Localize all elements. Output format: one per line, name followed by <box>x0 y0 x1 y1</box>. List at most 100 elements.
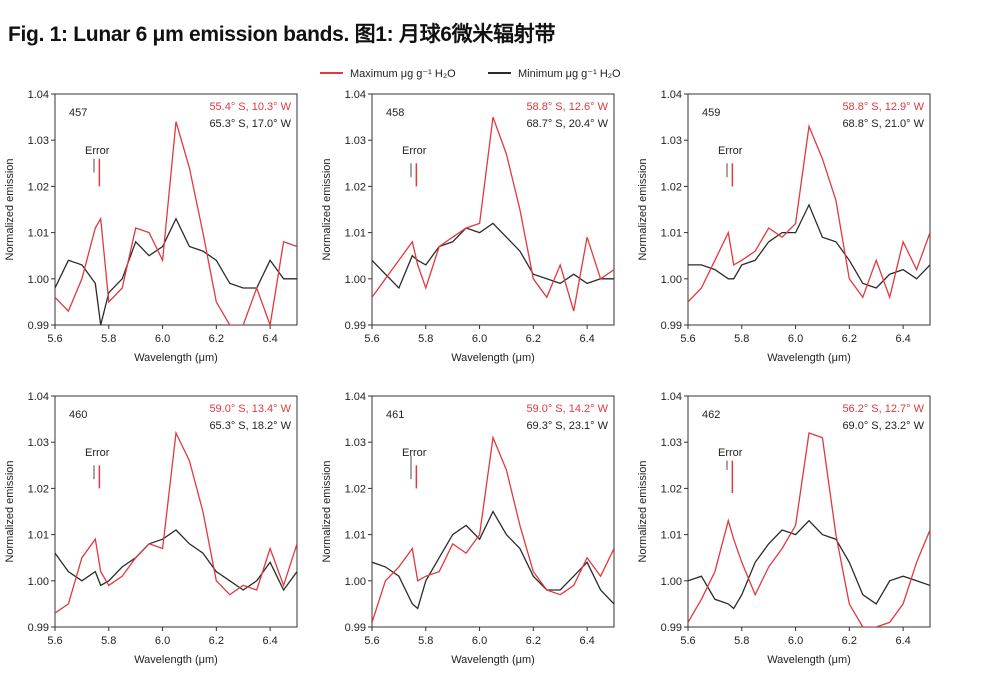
panel-id: 459 <box>702 107 720 119</box>
panel-462: 0.99 1.00 1.01 1.02 1.03 1.04 5.6 5.8 6.0 6.2 6.4 W… <box>637 391 931 666</box>
plot-frame <box>54 93 298 326</box>
x-tick-label: 5.6 <box>680 333 695 345</box>
series-line-red <box>372 435 614 623</box>
x-tick-label: 6.0 <box>788 333 803 345</box>
y-tick-label: 0.99 <box>661 320 682 332</box>
black-coordinates: 65.3° S, 17.0° W <box>209 118 291 130</box>
y-tick-label: 1.04 <box>661 89 682 101</box>
x-tick-label: 5.6 <box>364 333 379 345</box>
x-tick-label: 6.2 <box>209 333 224 345</box>
plot-frame <box>371 93 615 326</box>
x-axis-label: Wavelength (μm) <box>451 352 535 364</box>
x-tick-label: 6.0 <box>155 333 170 345</box>
y-tick-label: 1.00 <box>661 274 682 286</box>
red-coordinates: 56.2° S, 12.7° W <box>842 403 924 415</box>
y-tick-label: 1.02 <box>345 181 366 193</box>
series-line-red <box>55 121 297 325</box>
series-line-black <box>55 217 297 325</box>
series-line-red <box>55 430 297 614</box>
y-tick-label: 1.01 <box>661 228 682 240</box>
x-tick-label: 6.4 <box>579 635 594 647</box>
y-tick-label: 1.04 <box>345 89 366 101</box>
x-tick-label: 5.8 <box>101 635 116 647</box>
x-tick-label: 6.2 <box>526 333 541 345</box>
x-tick-label: 6.2 <box>842 635 857 647</box>
legend-black-label: Minimum μg g⁻¹ H₂O <box>518 68 621 80</box>
y-tick-label: 1.04 <box>28 89 49 101</box>
x-tick-label: 5.6 <box>680 635 695 647</box>
x-tick-label: 5.8 <box>734 635 749 647</box>
series-line-black <box>688 203 930 289</box>
panel-458: 0.99 1.00 1.01 1.02 1.03 1.04 5.6 5.8 6.0 6.2 6.4 W… <box>321 89 615 364</box>
red-coordinates: 58.8° S, 12.9° W <box>842 101 924 113</box>
x-axis-label: Wavelength (μm) <box>767 654 851 666</box>
series-line-black <box>688 519 930 610</box>
y-tick-label: 1.04 <box>345 391 366 403</box>
y-tick-label: 1.04 <box>28 391 49 403</box>
x-axis-label: Wavelength (μm) <box>134 654 218 666</box>
black-coordinates: 68.8° S, 21.0° W <box>842 118 924 130</box>
panel-id: 461 <box>386 409 404 421</box>
y-tick-label: 1.00 <box>345 274 366 286</box>
y-tick-label: 1.00 <box>28 274 49 286</box>
y-tick-label: 1.03 <box>661 437 682 449</box>
x-tick-label: 5.8 <box>734 333 749 345</box>
y-tick-label: 0.99 <box>28 320 49 332</box>
series-line-red <box>688 432 930 627</box>
panel-id: 462 <box>702 409 720 421</box>
panel-id: 457 <box>69 107 87 119</box>
y-tick-label: 1.00 <box>28 576 49 588</box>
y-tick-label: 1.03 <box>661 135 682 147</box>
x-tick-label: 5.8 <box>418 333 433 345</box>
error-label: Error <box>718 145 743 157</box>
y-tick-label: 1.01 <box>345 228 366 240</box>
x-axis-label: Wavelength (μm) <box>134 352 218 364</box>
series-line-red <box>372 116 614 312</box>
y-axis-label: Normalized emission <box>321 158 333 260</box>
x-tick-label: 6.0 <box>472 333 487 345</box>
error-label: Error <box>85 447 110 459</box>
red-coordinates: 59.0° S, 14.2° W <box>526 403 608 415</box>
y-tick-label: 1.00 <box>661 576 682 588</box>
legend-red-label: Maximum μg g⁻¹ H₂O <box>350 68 456 80</box>
y-tick-label: 1.03 <box>345 135 366 147</box>
y-tick-label: 1.02 <box>28 181 49 193</box>
error-label: Error <box>402 145 427 157</box>
x-tick-label: 6.0 <box>472 635 487 647</box>
plot-frame <box>687 395 931 628</box>
y-tick-label: 1.03 <box>28 437 49 449</box>
y-axis-label: Normalized emission <box>4 460 16 562</box>
red-coordinates: 55.4° S, 10.3° W <box>209 101 291 113</box>
panel-457: 0.99 1.00 1.01 1.02 1.03 1.04 5.6 5.8 6.0 6.2 6.4 W… <box>4 89 298 364</box>
y-tick-label: 1.03 <box>28 135 49 147</box>
black-coordinates: 69.0° S, 23.2° W <box>842 420 924 432</box>
black-coordinates: 69.3° S, 23.1° W <box>526 420 608 432</box>
y-axis-label: Normalized emission <box>637 460 649 562</box>
x-tick-label: 5.6 <box>364 635 379 647</box>
x-tick-label: 5.8 <box>101 333 116 345</box>
x-tick-label: 6.0 <box>788 635 803 647</box>
error-label: Error <box>718 447 743 459</box>
panel-460: 0.99 1.00 1.01 1.02 1.03 1.04 5.6 5.8 6.0 6.2 6.4 W… <box>4 391 298 666</box>
plot-frame <box>371 395 615 628</box>
x-tick-label: 5.8 <box>418 635 433 647</box>
y-tick-label: 0.99 <box>345 320 366 332</box>
red-coordinates: 59.0° S, 13.4° W <box>209 403 291 415</box>
panel-id: 460 <box>69 409 87 421</box>
plot-frame <box>54 395 298 628</box>
legend: Maximum μg g⁻¹ H₂O Minimum μg g⁻¹ H₂O <box>320 68 621 80</box>
x-tick-label: 6.2 <box>842 333 857 345</box>
y-tick-label: 1.02 <box>345 483 366 495</box>
x-tick-label: 5.6 <box>47 635 62 647</box>
x-tick-label: 6.2 <box>209 635 224 647</box>
series-line-black <box>372 510 614 610</box>
plot-frame <box>687 93 931 326</box>
y-axis-label: Normalized emission <box>4 158 16 260</box>
y-axis-label: Normalized emission <box>321 460 333 562</box>
x-tick-label: 6.4 <box>262 333 277 345</box>
red-coordinates: 58.8° S, 12.6° W <box>526 101 608 113</box>
x-tick-label: 6.4 <box>895 635 910 647</box>
x-tick-label: 6.4 <box>262 635 277 647</box>
black-coordinates: 68.7° S, 20.4° W <box>526 118 608 130</box>
